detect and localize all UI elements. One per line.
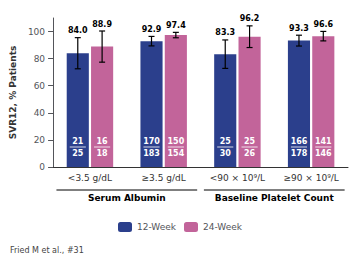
- svg-text:97.4: 97.4: [166, 21, 186, 30]
- svg-text:178: 178: [291, 149, 308, 158]
- svg-text:141: 141: [315, 137, 332, 146]
- svg-text:170: 170: [143, 137, 160, 146]
- svg-text:25: 25: [244, 137, 256, 146]
- svg-text:30: 30: [220, 149, 232, 158]
- svg-text:96.6: 96.6: [313, 20, 333, 29]
- svg-text:Baseline Platelet Count: Baseline Platelet Count: [215, 193, 335, 203]
- svg-text:83.3: 83.3: [215, 28, 235, 37]
- svg-text:SVR12, % Patients: SVR12, % Patients: [8, 46, 18, 140]
- svg-text:92.9: 92.9: [142, 25, 162, 34]
- svg-text:<3.5 g/dL: <3.5 g/dL: [68, 173, 112, 183]
- svg-text:183: 183: [143, 149, 160, 158]
- svg-text:154: 154: [167, 149, 184, 158]
- svg-text:20: 20: [34, 135, 46, 145]
- svg-text:24-Week: 24-Week: [203, 222, 243, 232]
- svg-text:80: 80: [34, 54, 46, 64]
- svg-text:Fried M et al., #31: Fried M et al., #31: [10, 246, 84, 255]
- svg-text:21: 21: [72, 137, 84, 146]
- svg-text:166: 166: [291, 137, 308, 146]
- svg-text:≥90 × 10⁹/L: ≥90 × 10⁹/L: [283, 173, 338, 183]
- svg-text:150: 150: [167, 137, 184, 146]
- svg-text:40: 40: [34, 108, 46, 118]
- svg-text:60: 60: [34, 81, 46, 91]
- svg-text:18: 18: [97, 149, 109, 158]
- svg-text:96.2: 96.2: [240, 14, 260, 23]
- svg-text:93.3: 93.3: [289, 24, 309, 33]
- svg-text:<90 × 10⁹/L: <90 × 10⁹/L: [210, 173, 265, 183]
- svg-text:Serum Albumin: Serum Albumin: [88, 193, 166, 203]
- svg-text:84.0: 84.0: [68, 26, 88, 35]
- svg-text:0: 0: [39, 162, 45, 172]
- svg-text:25: 25: [72, 149, 84, 158]
- svg-text:16: 16: [97, 137, 109, 146]
- svg-text:≥3.5 g/dL: ≥3.5 g/dL: [142, 173, 186, 183]
- svg-text:12-Week: 12-Week: [137, 222, 177, 232]
- svg-text:25: 25: [220, 137, 232, 146]
- svg-text:100: 100: [28, 27, 45, 37]
- svg-text:26: 26: [244, 149, 256, 158]
- svg-text:146: 146: [315, 149, 332, 158]
- svg-text:88.9: 88.9: [92, 20, 112, 29]
